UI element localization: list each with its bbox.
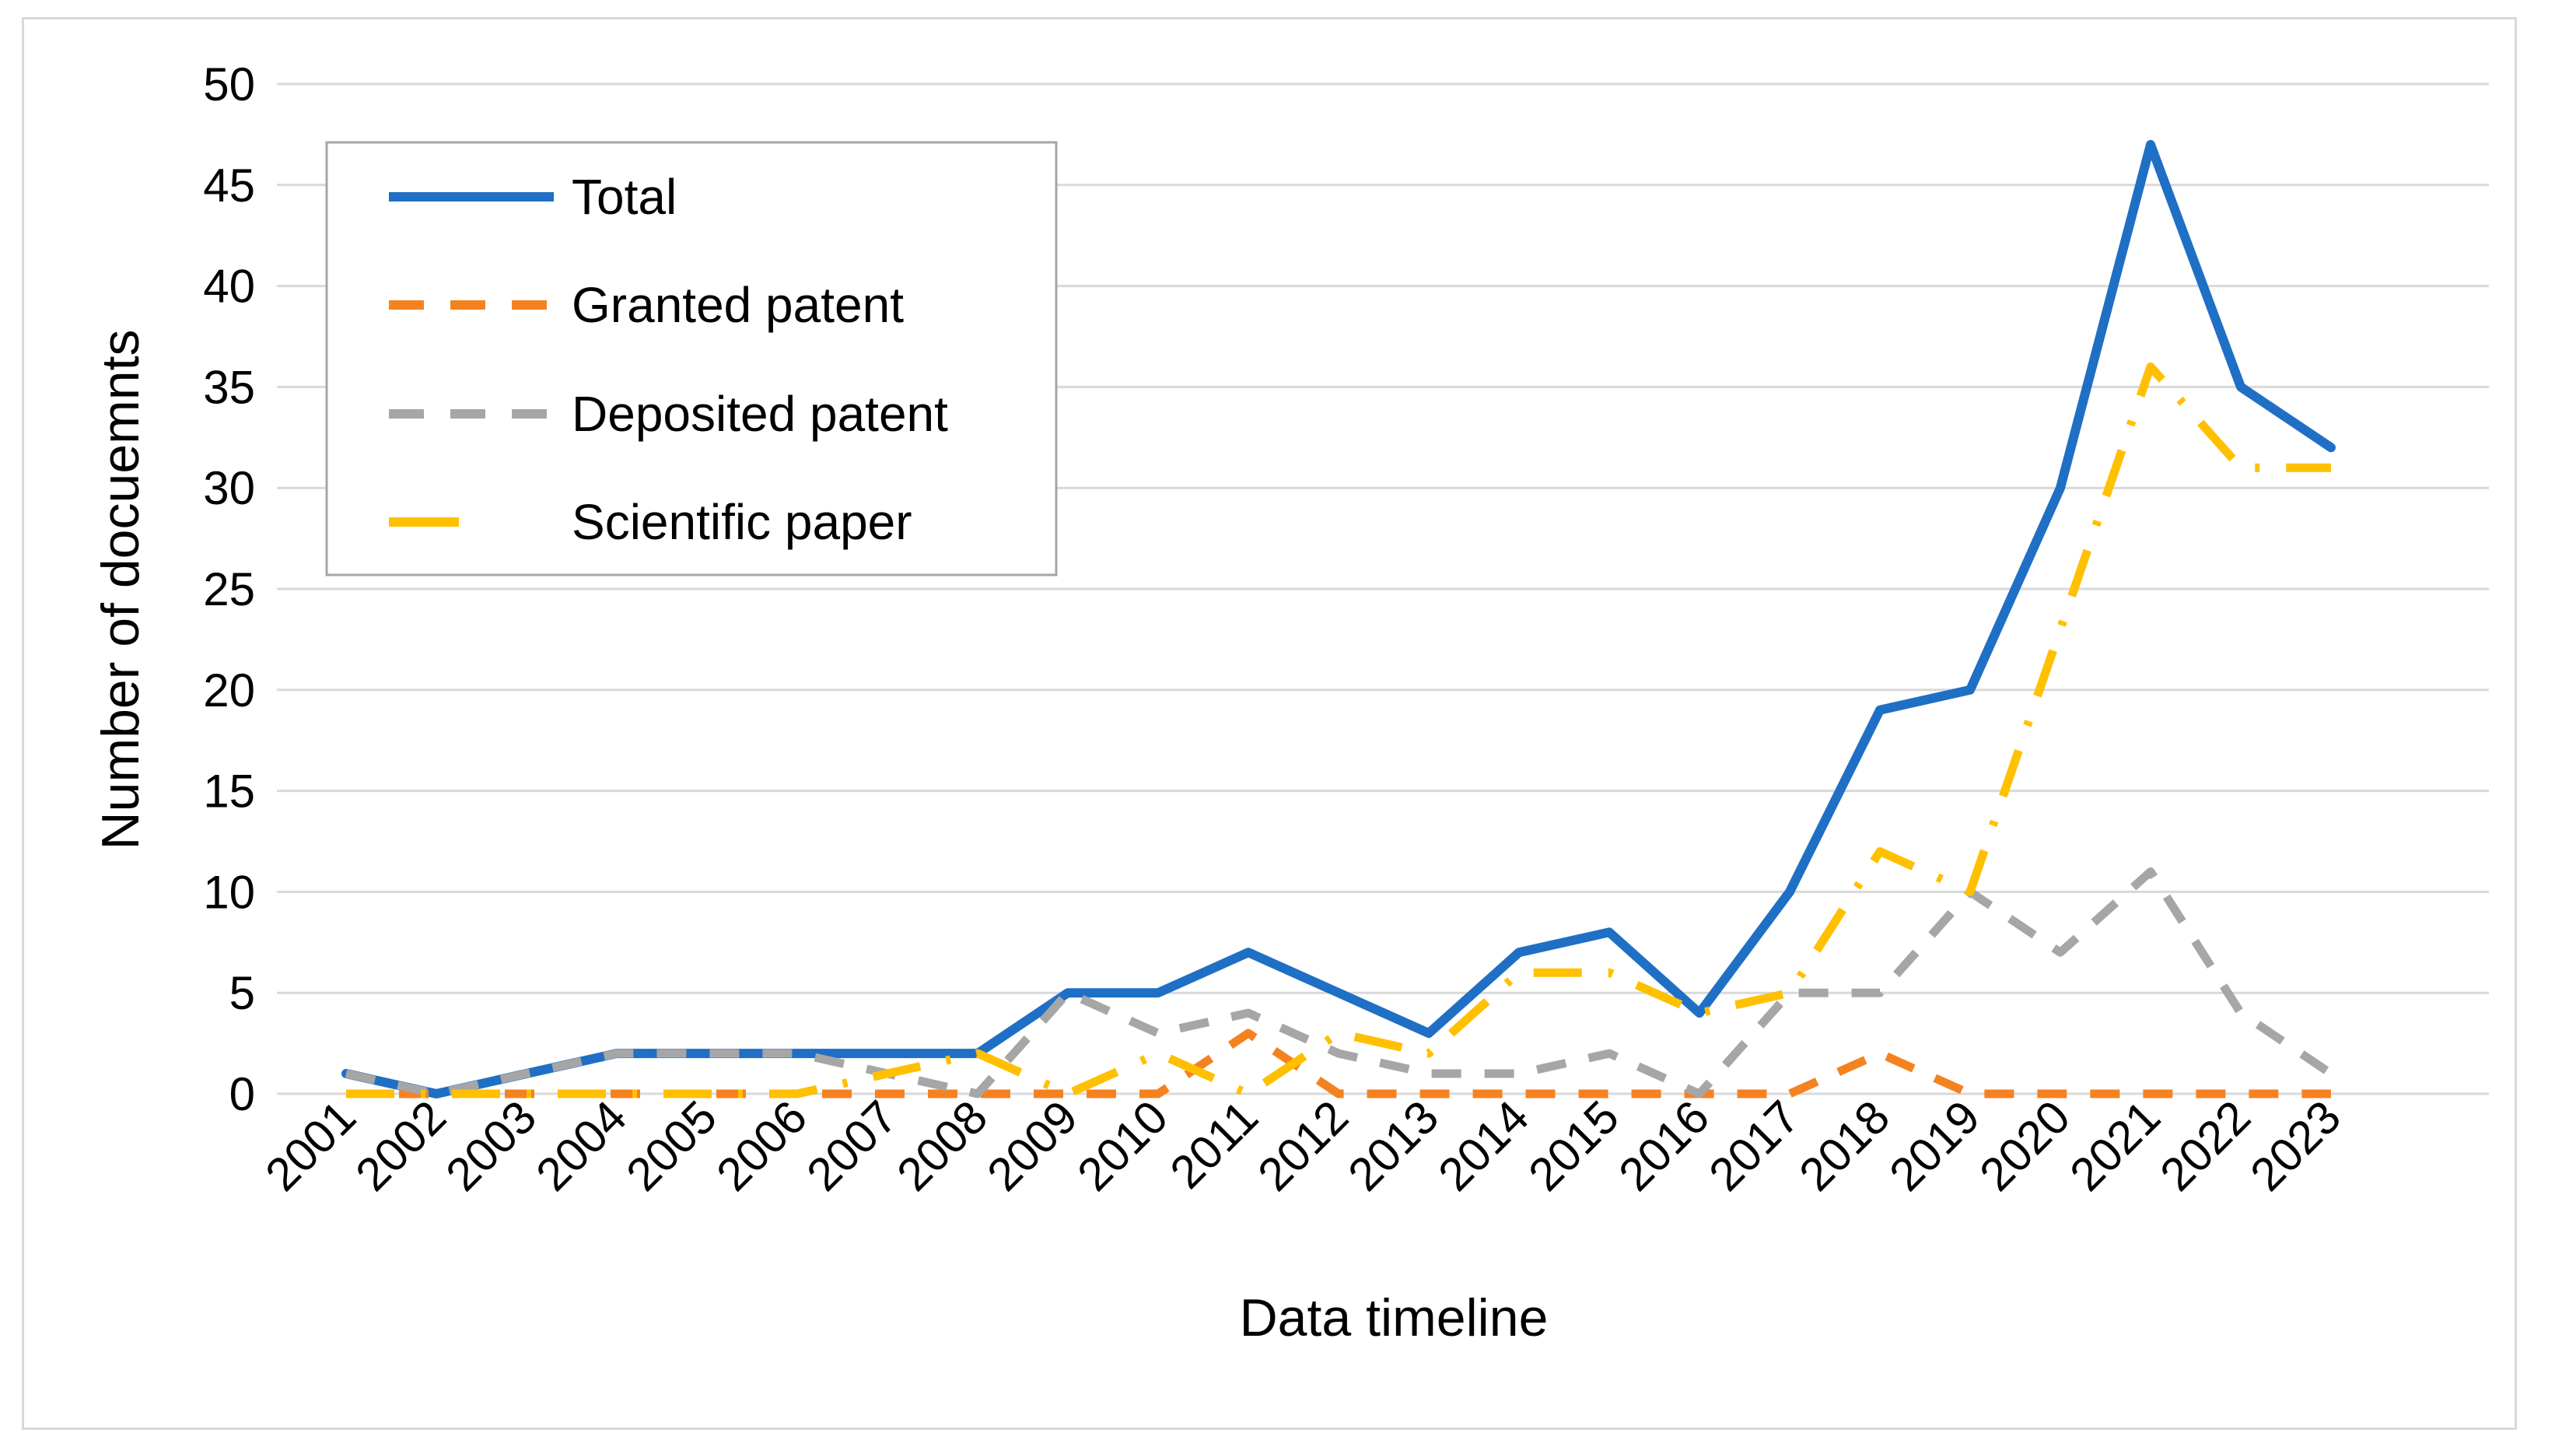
x-tick-label: 2013 (1338, 1091, 1448, 1201)
x-tick-label: 2020 (1969, 1091, 2080, 1201)
y-tick-label: 20 (203, 664, 255, 716)
x-axis-ticks: 2001200220032004200520062007200820092010… (255, 1091, 2350, 1201)
y-tick-label: 40 (203, 261, 255, 313)
legend-label: Total (572, 169, 677, 225)
x-tick-label: 2014 (1428, 1091, 1538, 1201)
x-tick-label: 2004 (526, 1091, 636, 1201)
legend-box (325, 141, 1058, 576)
x-tick-label: 2021 (2060, 1091, 2170, 1201)
x-tick-label: 2012 (1248, 1091, 1358, 1201)
y-tick-label: 50 (203, 58, 255, 110)
x-tick-label: 2002 (345, 1091, 456, 1201)
x-tick-label: 2001 (255, 1091, 366, 1201)
y-tick-label: 15 (203, 766, 255, 818)
y-tick-label: 5 (229, 967, 255, 1019)
y-tick-label: 35 (203, 361, 255, 413)
x-tick-label: 2003 (436, 1091, 546, 1201)
series-line-3 (346, 362, 2331, 1098)
x-tick-label: 2009 (977, 1091, 1087, 1201)
x-tick-label: 2022 (2150, 1091, 2260, 1201)
x-tick-label: 2011 (1160, 1091, 1269, 1199)
y-tick-label: 30 (203, 462, 255, 514)
y-axis-title: Number of docuemnts (91, 330, 150, 850)
y-axis-ticks: 0 5 10 15 20 25 30 35 40 45 50 (203, 58, 255, 1120)
x-axis-title: Data timeline (1240, 1288, 1549, 1347)
x-tick-label: 2006 (706, 1091, 817, 1201)
legend-label: Deposited patent (572, 386, 948, 442)
series-line-2 (345, 867, 2334, 1098)
legend: Total Granted patent Deposited patent Scien… (325, 141, 1058, 576)
x-tick-label: 2010 (1067, 1091, 1178, 1201)
x-tick-label: 2018 (1789, 1091, 1899, 1201)
y-tick-label: 45 (203, 159, 255, 212)
y-tick-label: 10 (203, 866, 255, 918)
y-tick-label: 0 (229, 1068, 255, 1120)
x-tick-label: 2017 (1699, 1091, 1809, 1201)
legend-label: Scientific paper (572, 494, 912, 550)
x-tick-label: 2008 (887, 1091, 997, 1201)
series-lines (341, 139, 2336, 1098)
y-tick-label: 25 (203, 563, 255, 615)
x-tick-label: 2023 (2240, 1091, 2350, 1201)
x-tick-label: 2015 (1518, 1091, 1629, 1201)
legend-label: Granted patent (572, 277, 904, 333)
x-tick-label: 2005 (616, 1091, 726, 1201)
x-tick-label: 2016 (1608, 1091, 1719, 1201)
x-tick-label: 2019 (1879, 1091, 1990, 1201)
x-tick-label: 2007 (796, 1091, 907, 1201)
series-line-1 (346, 1028, 2331, 1098)
